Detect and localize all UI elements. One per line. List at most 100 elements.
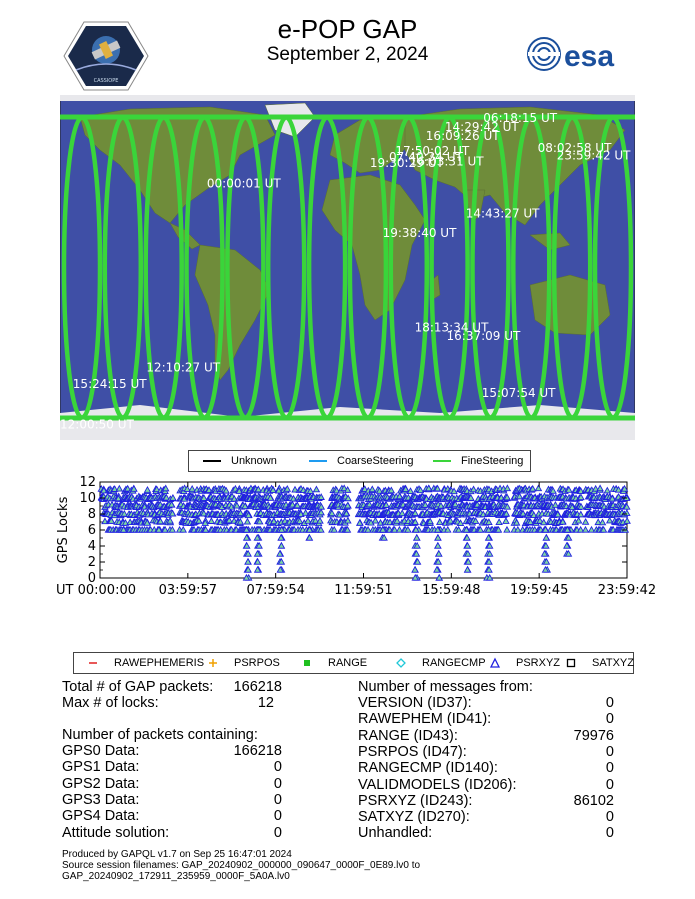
data-point (433, 565, 441, 573)
data-point (454, 525, 463, 533)
data-point (576, 525, 585, 533)
data-point (485, 541, 494, 549)
data-point (255, 525, 263, 533)
y-tick-label: 6 (88, 523, 96, 538)
time-label: 12:00:50 UT (60, 417, 134, 431)
data-point (502, 509, 511, 517)
data-point (236, 517, 245, 525)
packet-count-value: 0 (273, 759, 282, 776)
data-point (398, 509, 406, 517)
data-point (485, 573, 494, 581)
data-point (424, 484, 433, 492)
data-point (450, 487, 458, 495)
data-point (515, 492, 524, 500)
message-count-label: RANGECMP (ID140): (358, 760, 498, 777)
legend-label: PSRPOS (234, 657, 280, 669)
x-tick-label: UT 00:00:00 (56, 583, 136, 598)
messages-heading: Number of messages from: (358, 679, 533, 695)
data-point (277, 541, 286, 549)
data-point (563, 525, 572, 533)
legend-item-coarsesteering: CoarseSteering (309, 451, 413, 471)
data-point (253, 533, 262, 541)
data-point (183, 485, 192, 492)
data-point (620, 484, 629, 492)
data-point (306, 487, 315, 494)
data-point (464, 557, 473, 565)
data-point (485, 518, 493, 525)
data-point (241, 502, 249, 510)
data-point (201, 525, 210, 533)
data-point (411, 518, 420, 525)
data-point (277, 525, 286, 533)
data-point (368, 485, 377, 493)
data-point (446, 516, 455, 524)
data-point (242, 541, 251, 549)
data-point (305, 533, 314, 541)
square-marker-icon (566, 658, 576, 668)
time-label: 23:59:42 UT (557, 148, 631, 162)
data-point (168, 525, 177, 533)
packets-containing-heading: Number of packets containing: (62, 727, 258, 743)
data-points (97, 484, 631, 581)
data-point (577, 510, 585, 518)
data-point (344, 516, 352, 524)
data-point (404, 525, 412, 533)
page-subtitle: September 2, 2024 (266, 44, 429, 65)
data-point (360, 485, 369, 492)
data-point (316, 516, 324, 524)
data-point (598, 518, 607, 526)
data-point (434, 557, 443, 565)
data-point (551, 500, 560, 508)
legend-label: FineSteering (461, 455, 524, 467)
total-packets-label: Total # of GAP packets: (62, 679, 214, 695)
packet-count-value: 0 (273, 775, 282, 792)
data-point (549, 486, 557, 494)
packet-count-value: 0 (273, 791, 282, 808)
data-point (568, 503, 576, 511)
antarctica (60, 405, 635, 440)
data-point (411, 565, 419, 573)
mission-logo: CASSIOPE (63, 21, 149, 91)
data-point (485, 557, 493, 565)
data-point (382, 501, 390, 508)
data-point (233, 501, 241, 509)
data-point (614, 485, 623, 493)
data-point (304, 516, 312, 524)
data-point (563, 541, 571, 549)
steering-legend: Unknown CoarseSteering FineSteering (188, 450, 531, 472)
legend-label: PSRXYZ (516, 657, 561, 669)
legend-item-finesteering: FineSteering (433, 451, 523, 471)
footer-produced-by: Produced by GAPQL v1.7 on Sep 25 16:47:0… (62, 849, 292, 860)
data-point (242, 533, 251, 541)
data-point (437, 501, 445, 509)
data-point (276, 565, 285, 573)
message-count-label: VERSION (ID37): (358, 695, 472, 711)
data-point (413, 557, 422, 565)
data-point (295, 517, 304, 525)
legend-item-range: RANGE (300, 653, 367, 673)
data-point (225, 516, 233, 524)
data-point (356, 519, 364, 526)
footer-source-files-cont: GAP_20240902_172911_235959_0000F_5A0A.lv… (62, 871, 290, 882)
message-count-label: PSRXYZ (ID243): (358, 792, 473, 809)
legend-label: Unknown (231, 455, 277, 467)
legend-swatch (203, 460, 221, 462)
plus-marker-icon (209, 659, 217, 667)
data-point (433, 484, 442, 492)
data-point (328, 509, 336, 517)
data-point (411, 573, 420, 581)
data-point (435, 549, 443, 557)
data-point (335, 510, 344, 518)
data-point (534, 484, 543, 492)
data-point (343, 501, 352, 509)
data-point (242, 525, 251, 533)
data-point (188, 484, 196, 492)
data-point (421, 500, 430, 508)
time-label: 16:03:31 UT (410, 154, 484, 168)
data-point (311, 516, 320, 524)
x-tick-label: 03:59:57 (159, 583, 217, 598)
packet-count-label: Attitude solution: (62, 824, 170, 841)
data-point (253, 557, 262, 565)
data-point (255, 517, 264, 525)
